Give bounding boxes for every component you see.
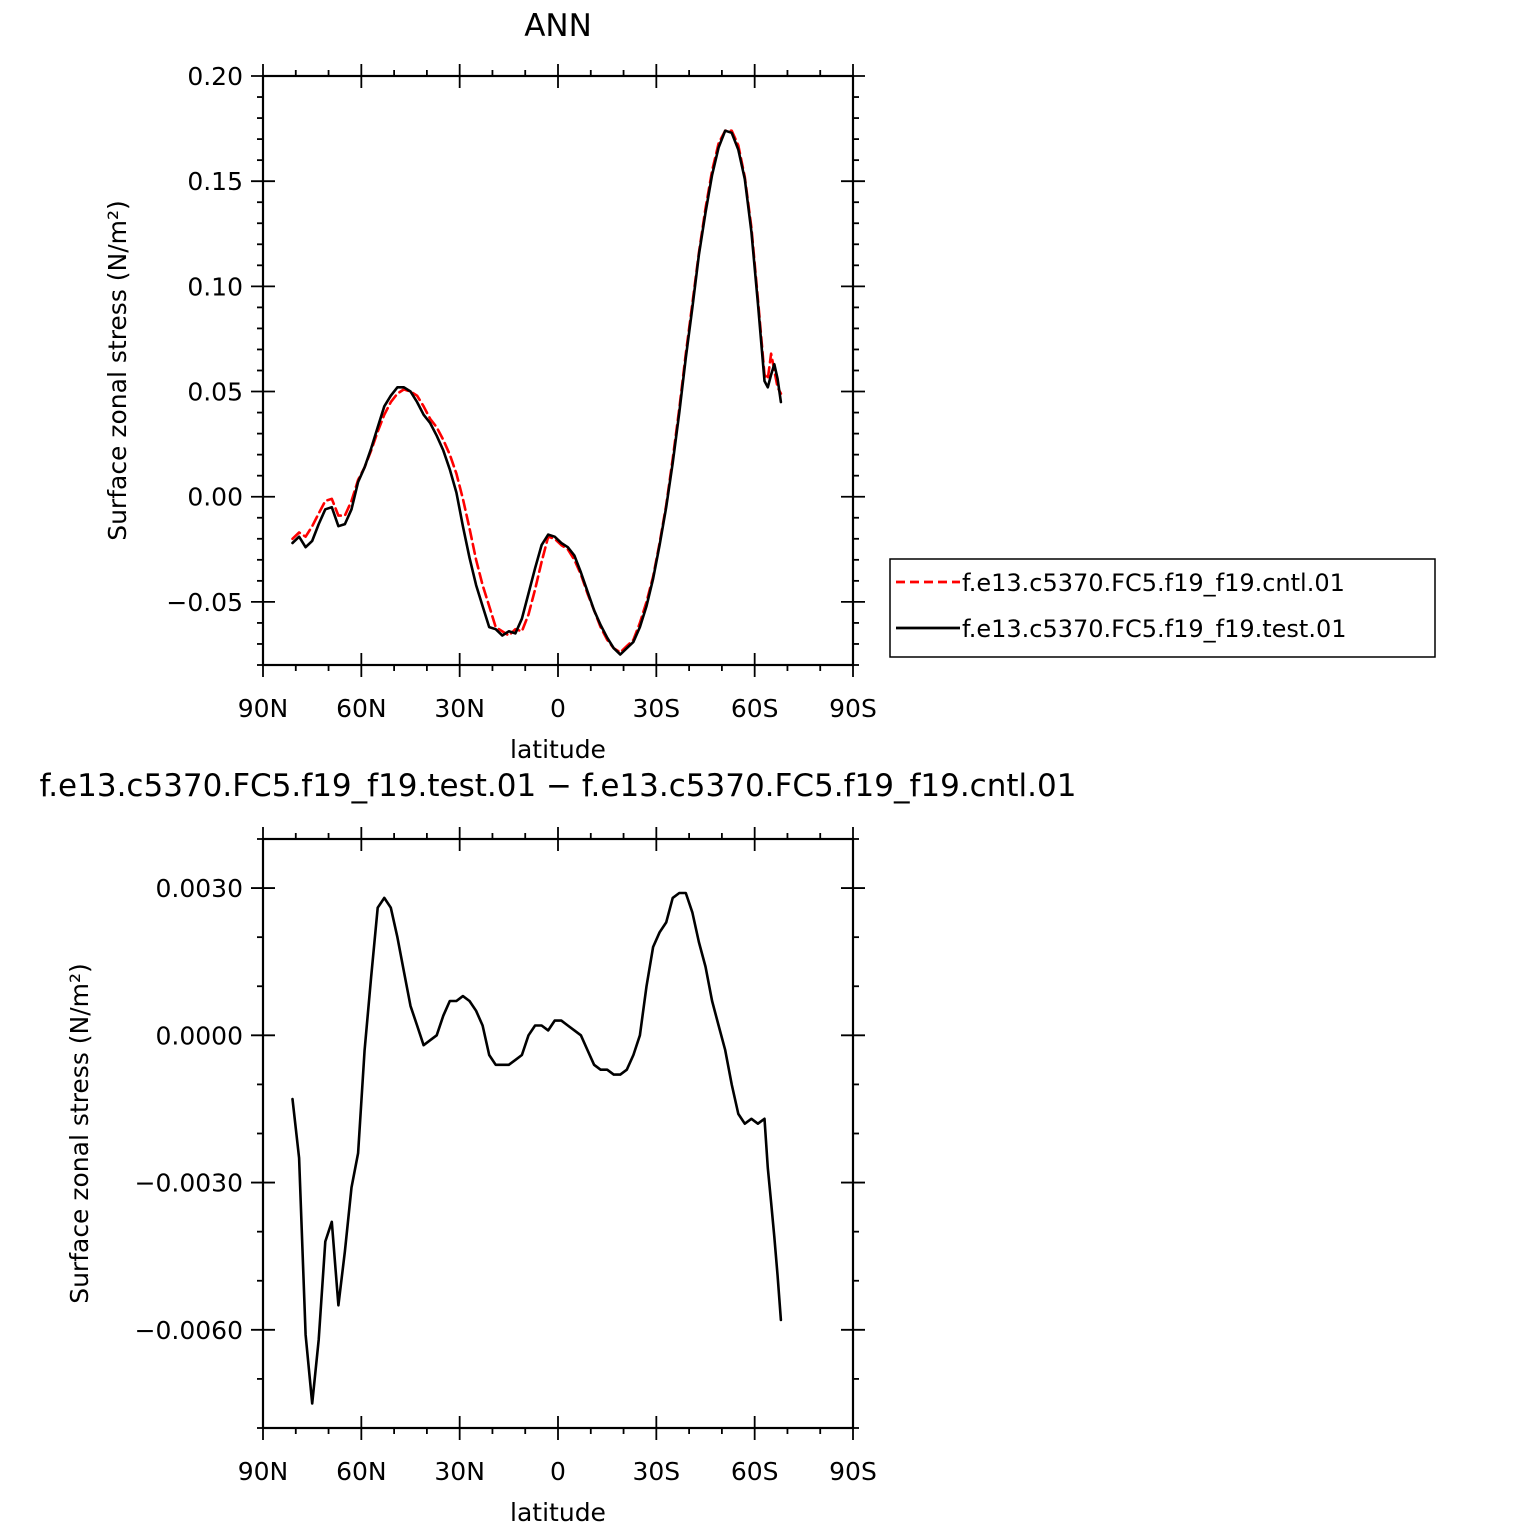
top-x-tick-label: 30S <box>632 694 680 723</box>
bottom-chart-ticks: −0.0060 −0.0030 0.0000 0.0030 90N 60N 30N 0 30S 6… <box>135 827 877 1486</box>
top-x-tick-label: 90S <box>829 694 877 723</box>
top-y-tick-label: 0.05 <box>187 378 243 407</box>
bottom-series-line-0 <box>291 891 783 1405</box>
bottom-chart-title: f.e13.c5370.FC5.f19_f19.test.01 − f.e13.… <box>40 768 1077 804</box>
top-chart-ticks: −0.05 0.00 0.05 0.10 0.15 0.20 90N 60N 30N 0 30S 60… <box>166 62 876 723</box>
top-x-tick-label: 0 <box>550 694 566 723</box>
top-x-tick-label: 30N <box>434 694 485 723</box>
bottom-chart: f.e13.c5370.FC5.f19_f19.test.01 − f.e13.… <box>40 768 1077 1527</box>
bottom-x-tick-label: 90N <box>238 1457 289 1486</box>
top-chart: ANN −0.05 0.00 0.05 0.10 0.15 0.20 90N 60N 30N 0 3… <box>103 8 877 764</box>
bottom-y-tick-label: −0.0060 <box>135 1316 243 1345</box>
bottom-x-tick-label: 90S <box>829 1457 877 1486</box>
bottom-chart-y-axis-label: Surface zonal stress (N/m²) <box>65 963 94 1304</box>
legend: f.e13.c5370.FC5.f19_f19.cntl.01 f.e13.c5… <box>889 558 1436 658</box>
bottom-x-tick-label: 60N <box>336 1457 387 1486</box>
top-chart-y-axis-label: Surface zonal stress (N/m²) <box>103 200 132 541</box>
top-x-tick-label: 90N <box>238 694 289 723</box>
top-y-tick-label: 0.20 <box>187 62 243 91</box>
top-chart-frame <box>261 74 855 667</box>
legend-label-cntl: f.e13.c5370.FC5.f19_f19.cntl.01 <box>962 569 1345 597</box>
bottom-x-tick-label: 30N <box>434 1457 485 1486</box>
bottom-x-tick-label: 60S <box>731 1457 779 1486</box>
bottom-chart-x-axis-label: latitude <box>510 1498 606 1527</box>
legend-box <box>889 558 1436 658</box>
top-series-line-1 <box>291 129 783 656</box>
top-y-tick-label: 0.15 <box>187 167 243 196</box>
top-chart-title: ANN <box>524 8 592 44</box>
bottom-x-tick-label: 0 <box>550 1457 566 1486</box>
legend-label-test: f.e13.c5370.FC5.f19_f19.test.01 <box>962 615 1347 643</box>
top-chart-x-axis-label: latitude <box>510 735 606 764</box>
top-y-tick-label: 0.00 <box>187 483 243 512</box>
top-x-tick-label: 60N <box>336 694 387 723</box>
bottom-y-tick-label: 0.0000 <box>156 1021 243 1050</box>
bottom-x-tick-label: 30S <box>632 1457 680 1486</box>
top-x-tick-label: 60S <box>731 694 779 723</box>
bottom-y-tick-label: 0.0030 <box>156 874 243 903</box>
bottom-chart-frame <box>261 837 855 1430</box>
top-y-tick-label: −0.05 <box>166 588 243 617</box>
bottom-chart-series <box>291 891 783 1405</box>
bottom-y-tick-label: −0.0030 <box>135 1169 243 1198</box>
top-y-tick-label: 0.10 <box>187 272 243 301</box>
top-chart-series <box>291 129 783 656</box>
